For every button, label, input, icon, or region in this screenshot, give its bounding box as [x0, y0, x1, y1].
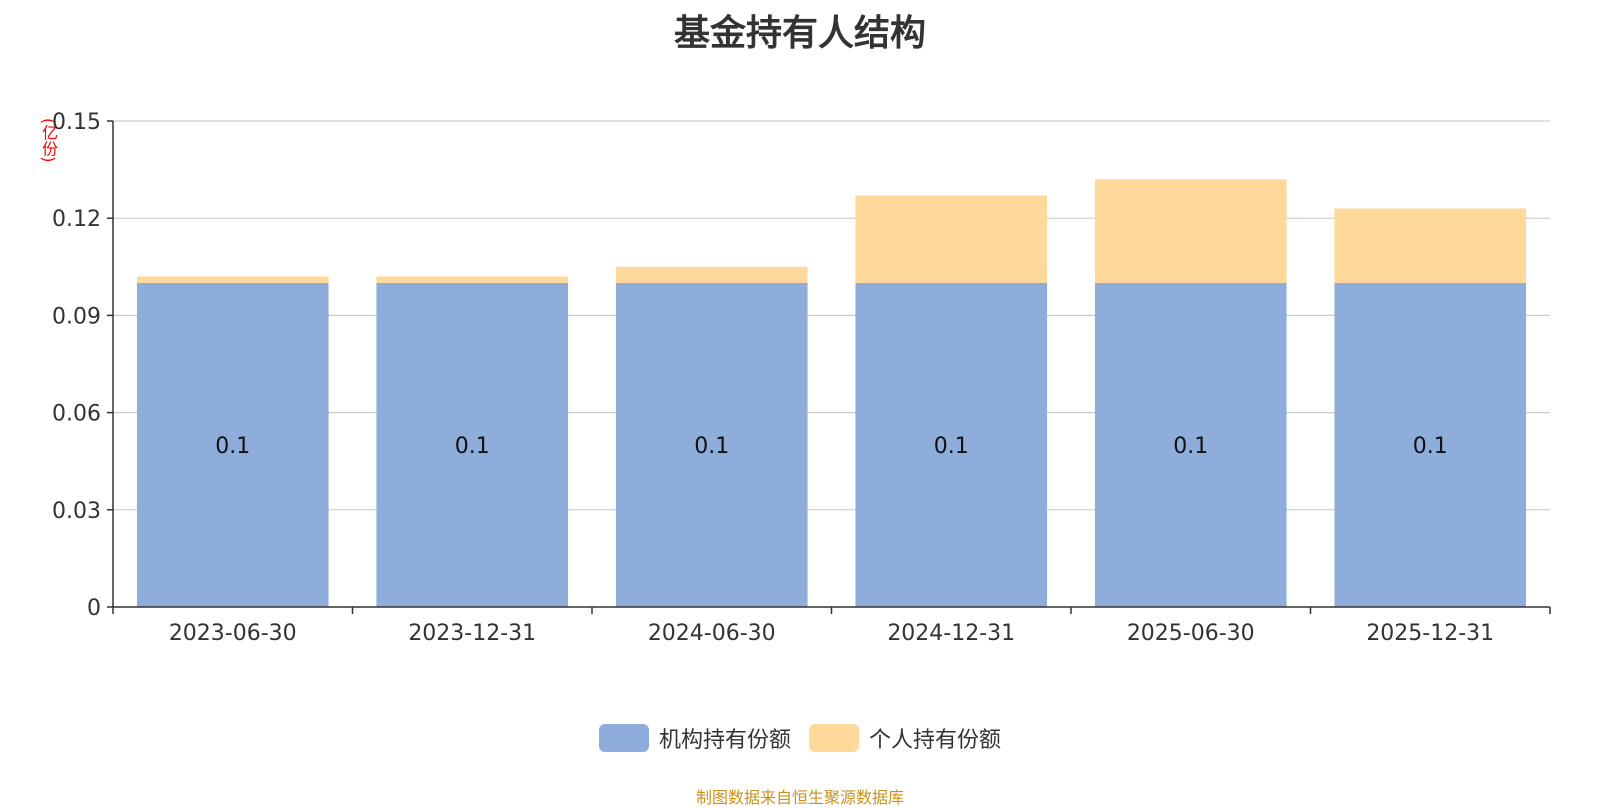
grid-lines [113, 120, 1550, 511]
legend-swatch-individual [809, 724, 859, 752]
x-tick-label: 2023-12-31 [408, 621, 536, 646]
x-tick-label: 2025-06-30 [1127, 621, 1255, 646]
y-tick-label: 0.06 [52, 402, 101, 427]
x-tick-label: 2024-06-30 [648, 621, 776, 646]
legend-label-institutional: 机构持有份额 [658, 728, 791, 753]
bar-individual[interactable] [376, 276, 569, 283]
bar-value-label: 0.1 [934, 434, 969, 459]
bar-value-label: 0.1 [215, 434, 250, 459]
data-labels: 0.1 0.1 0.1 0.1 0.1 0.1 [215, 434, 1448, 459]
legend-item-institutional[interactable]: 机构持有份额 [598, 722, 791, 754]
axes: 0 0.03 0.06 0.09 0.12 0.15 2023-06-30 2023-12-3… [52, 110, 1551, 646]
bar-individual[interactable] [855, 195, 1048, 283]
x-tick-label: 2023-06-30 [169, 621, 297, 646]
source-note: 制图数据来自恒生聚源数据库 [695, 788, 904, 807]
bar-institutional[interactable] [136, 283, 329, 607]
chart-title: 基金持有人结构 [673, 13, 926, 54]
bar-individual[interactable] [136, 276, 329, 283]
bar-institutional[interactable] [1334, 283, 1527, 607]
legend-swatch-institutional [598, 724, 649, 752]
y-axis-label: (亿份) [39, 118, 58, 163]
bar-value-label: 0.1 [1173, 434, 1208, 459]
bar-institutional[interactable] [855, 283, 1048, 607]
legend: 机构持有份额 个人持有份额 [0, 722, 1600, 754]
bar-value-label: 0.1 [1413, 434, 1448, 459]
bar-individual[interactable] [1334, 208, 1527, 283]
bar-value-label: 0.1 [694, 434, 729, 459]
bar-institutional[interactable] [376, 283, 569, 607]
y-tick-label: 0.03 [52, 499, 101, 524]
y-tick-label: 0 [87, 596, 101, 621]
bar-individual[interactable] [1094, 179, 1287, 283]
bar-individual[interactable] [615, 266, 808, 283]
bar-value-label: 0.1 [455, 434, 490, 459]
legend-label-individual: 个人持有份额 [869, 728, 1002, 753]
bar-institutional[interactable] [615, 283, 808, 607]
x-tick-label: 2024-12-31 [887, 621, 1015, 646]
y-tick-label: 0.09 [52, 304, 101, 329]
legend-item-individual[interactable]: 个人持有份额 [809, 722, 1001, 754]
y-tick-label: 0.15 [52, 110, 101, 135]
y-tick-label: 0.12 [52, 207, 101, 232]
bars [136, 179, 1527, 607]
bar-institutional[interactable] [1094, 283, 1287, 607]
x-tick-label: 2025-12-31 [1366, 621, 1494, 646]
